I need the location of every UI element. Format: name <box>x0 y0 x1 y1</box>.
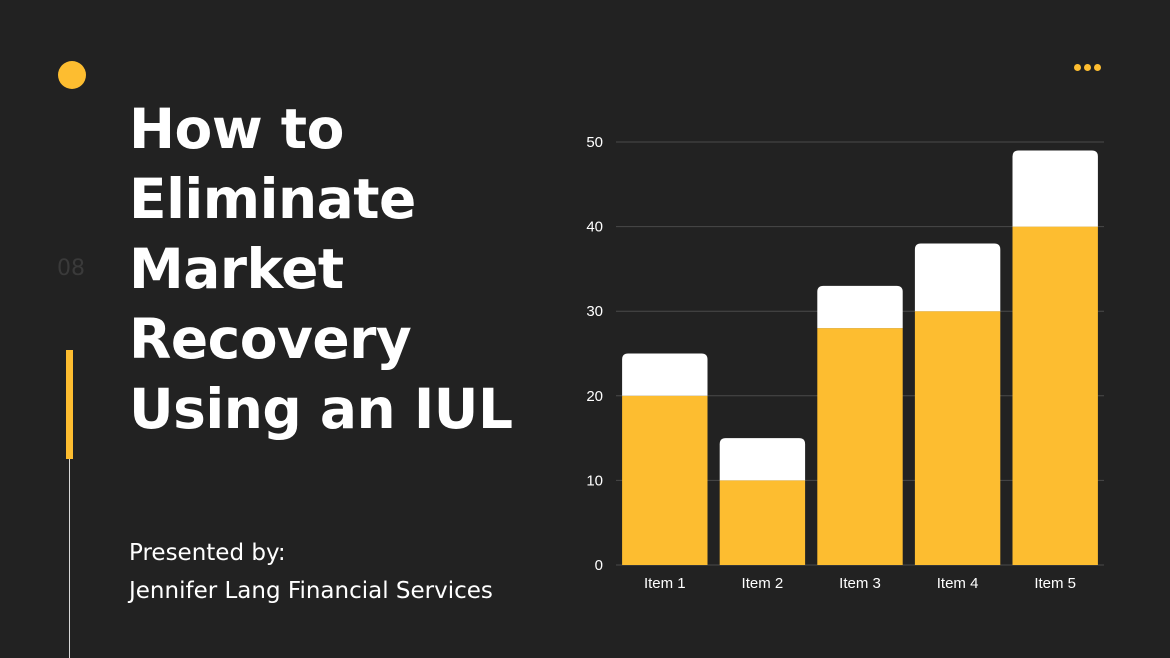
slide-title: How to Eliminate Market Recovery Using a… <box>129 97 513 441</box>
stacked-bar-chart: 0 10 20 30 40 50 Item 1 Item 2 Item 3 Item 4 Item … <box>586 134 1104 592</box>
y-tick-label: 50 <box>586 134 603 151</box>
accent-bar <box>66 350 73 459</box>
x-tick-label: Item 4 <box>937 575 979 592</box>
bar-segment-base <box>1012 226 1098 565</box>
presenter-label: Presented by: <box>129 540 286 566</box>
more-dot <box>1074 64 1081 71</box>
x-tick-label: Item 5 <box>1034 575 1076 592</box>
more-dot <box>1094 64 1101 71</box>
presenter-block: Presented by: Jennifer Lang Financial Se… <box>129 534 493 610</box>
x-tick-label: Item 2 <box>742 575 784 592</box>
y-tick-label: 30 <box>586 303 603 320</box>
bar-segment-top <box>622 353 708 396</box>
more-dot <box>1084 64 1091 71</box>
x-tick-label: Item 3 <box>839 575 881 592</box>
y-tick-label: 40 <box>586 219 603 236</box>
bar-segment-base <box>622 395 708 565</box>
bar-segment-base <box>719 480 806 565</box>
accent-circle <box>58 61 86 89</box>
bar-segment-top <box>719 438 806 481</box>
y-tick-label: 0 <box>595 557 603 574</box>
slide-number: 08 <box>57 256 85 281</box>
bar-segment-top <box>914 243 1001 312</box>
presenter-name: Jennifer Lang Financial Services <box>129 578 493 604</box>
more-horizontal-icon[interactable] <box>1074 64 1101 71</box>
y-tick-label: 10 <box>586 472 603 489</box>
accent-line <box>69 459 70 658</box>
bar-segment-base <box>817 328 903 565</box>
bar-segment-top <box>1012 150 1098 227</box>
x-tick-label: Item 1 <box>644 575 686 592</box>
bar-segment-top <box>817 285 903 329</box>
y-tick-label: 20 <box>586 388 603 405</box>
bar-segment-base <box>914 311 1001 565</box>
